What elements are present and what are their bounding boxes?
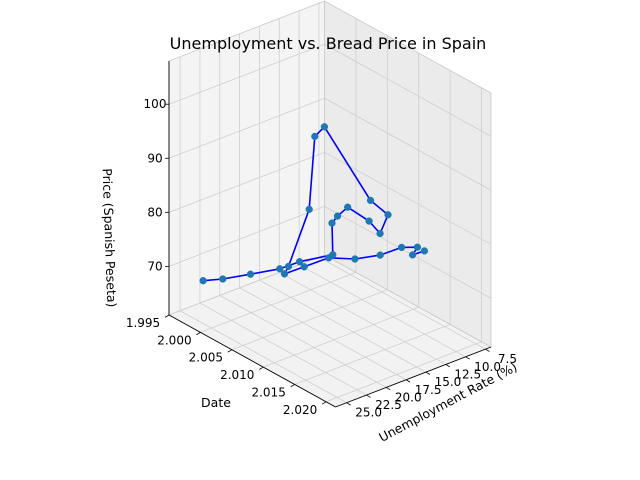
y-tick-label: 2.010 — [220, 368, 254, 382]
x-tick-label: 20.0 — [395, 390, 422, 404]
x-tick-mark — [346, 402, 351, 406]
x-tick-mark — [405, 379, 411, 383]
data-point — [219, 275, 227, 283]
data-point — [325, 254, 333, 262]
grid-lines — [168, 1, 492, 404]
data-point — [328, 219, 336, 227]
data-series — [199, 123, 429, 285]
grid-line — [199, 302, 367, 396]
data-point — [351, 255, 359, 263]
y-tick-mark — [196, 332, 201, 336]
data-point — [300, 263, 308, 271]
data-point — [305, 205, 313, 213]
grid-line — [231, 289, 388, 351]
x-tick-mark — [465, 356, 470, 360]
grid-line — [259, 279, 427, 373]
grid-line — [179, 310, 347, 404]
y-tick-label: 2.015 — [251, 385, 285, 399]
x-tick-mark — [485, 348, 490, 352]
x-tick-label: 22.5 — [375, 398, 402, 412]
z-axis-label: Price (Spanish Peseta) — [100, 168, 120, 308]
grid-line — [279, 272, 446, 365]
data-point — [376, 251, 384, 259]
data-point — [413, 243, 422, 251]
data-point — [311, 132, 319, 141]
data-point — [384, 211, 392, 219]
x-tick-mark — [366, 394, 371, 398]
y-tick-mark — [290, 384, 295, 388]
series-line — [203, 126, 425, 282]
z-tick-label: 70 — [147, 259, 162, 273]
grid-line — [168, 43, 325, 105]
data-point — [397, 243, 406, 252]
axis-panes — [168, 0, 492, 408]
data-point — [333, 212, 342, 220]
x-axis-line — [335, 346, 492, 408]
grid-line — [298, 264, 466, 358]
z-tick-label: 100 — [144, 97, 167, 111]
y-tick-mark — [321, 401, 327, 405]
grid-line — [168, 151, 325, 213]
z-tick-label: 80 — [147, 205, 162, 219]
data-point — [376, 229, 384, 238]
x-tick-label: 15.0 — [435, 375, 462, 389]
x-tick-mark — [445, 364, 450, 368]
grid-line — [318, 256, 486, 350]
data-point — [420, 247, 429, 255]
y-tick-mark — [227, 349, 233, 353]
x-tick-mark — [425, 371, 431, 375]
data-point — [344, 203, 352, 211]
data-point — [284, 262, 293, 271]
y-tick-label: 2.005 — [189, 351, 223, 365]
grid-line — [200, 271, 357, 333]
axis-lines — [164, 61, 492, 408]
data-point — [246, 270, 255, 278]
data-point — [199, 277, 207, 285]
y-tick-label: 2.020 — [283, 403, 317, 417]
y-tick-label: 1.995 — [126, 316, 160, 330]
data-point — [366, 196, 375, 205]
grid-line — [168, 97, 325, 159]
y-axis-label: Date — [201, 395, 231, 410]
data-point — [408, 251, 417, 259]
y-tick-label: 2.000 — [157, 333, 191, 347]
tick-labels: 7.510.012.515.017.520.022.525.0 1.995 2.00… — [126, 97, 517, 419]
x-tick-label: 25.0 — [355, 406, 382, 420]
x-tick-label: 12.5 — [454, 367, 481, 381]
x-tick-label: 10.0 — [474, 360, 501, 374]
chart-title: Unemployment vs. Bread Price in Spain — [170, 34, 487, 53]
grid-line — [324, 43, 492, 137]
grid-line — [324, 97, 492, 191]
x-tick-mark — [386, 387, 391, 391]
x-tick-label: 7.5 — [498, 352, 517, 366]
grid-line — [263, 306, 419, 368]
grid-line — [324, 206, 492, 299]
data-point — [276, 265, 284, 273]
grid-line — [168, 205, 325, 267]
z-tick-label: 90 — [147, 151, 162, 165]
y-tick-mark — [259, 366, 264, 370]
data-point — [320, 123, 329, 131]
grid-line — [219, 295, 387, 388]
grid-line — [294, 324, 451, 385]
y-tick-mark — [164, 314, 170, 318]
x-tick-label: 17.5 — [415, 383, 442, 397]
data-point — [280, 270, 289, 278]
y-axis-line — [168, 314, 336, 408]
grid-line — [239, 287, 407, 381]
data-point — [295, 258, 304, 266]
grid-line — [325, 341, 482, 403]
data-point — [365, 217, 373, 225]
grid-line — [324, 151, 492, 245]
